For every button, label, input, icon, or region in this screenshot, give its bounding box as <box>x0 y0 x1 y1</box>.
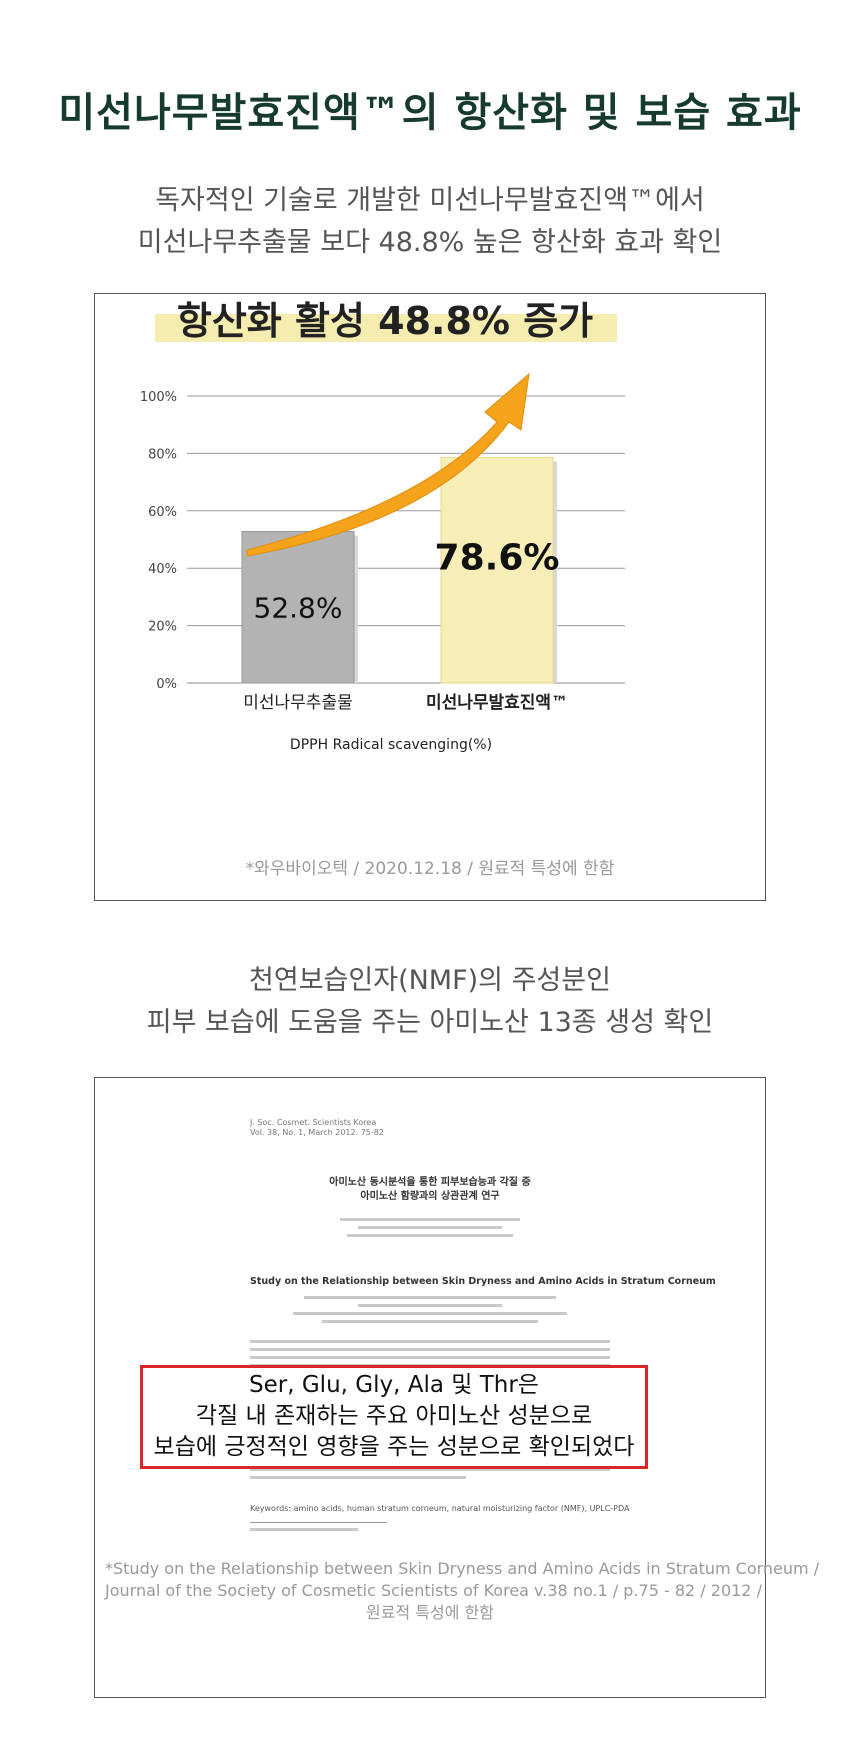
chart-source-note: *와우바이오텍 / 2020.12.18 / 원료적 특성에 한함 <box>245 859 615 879</box>
paper-source-note: *Study on the Relationship between Skin … <box>105 1558 820 1624</box>
y-tick-label: 0% <box>156 677 177 692</box>
y-tick-label: 20% <box>148 620 177 635</box>
y-tick-label: 40% <box>148 562 177 577</box>
callout-line1: Ser, Glu, Gly, Ala 및 Thr은 <box>249 1372 539 1398</box>
bar-2 <box>440 456 554 684</box>
section2-subtitle: 천연보습인자(NMF)의 주성분인 피부 보습에 도움을 주는 아미노산 13종… <box>0 960 860 1044</box>
paper-source-line1: *Study on the Relationship between Skin … <box>105 1559 820 1578</box>
paper-image: J. Soc. Cosmet. Scientists Korea Vol. 38… <box>250 1118 716 1538</box>
title-highlight <box>155 314 617 342</box>
paper-volume: Vol. 38, No. 1, March 2012. 75-82 <box>250 1128 384 1137</box>
x-axis-label: DPPH Radical scavenging(%) <box>290 737 492 753</box>
paper-source-line3: 원료적 특성에 한함 <box>366 1603 494 1622</box>
section1-subtitle-line1: 독자적인 기술로 개발한 미선나무발효진액™에서 <box>155 185 705 216</box>
y-tick-label: 80% <box>148 447 177 462</box>
y-tick-label: 100% <box>140 390 177 405</box>
section2-subtitle-line1: 천연보습인자(NMF)의 주성분인 <box>249 965 611 996</box>
paper-abstract-tail <box>250 1468 610 1484</box>
paper-author-block-en <box>250 1296 610 1328</box>
paper-footnote <box>250 1522 610 1536</box>
paper-korean-title: 아미노산 동시분석을 통한 피부보습능과 각질 중 아미노산 함량과의 상관관계… <box>250 1176 610 1204</box>
chart-panel: 항산화 활성 48.8% 증가 0% 20% 40% 60% 80% 100% 52.8% 미선… <box>94 293 766 901</box>
bar-1 <box>241 530 355 684</box>
chart-title: 항산화 활성 48.8% 증가 <box>177 299 593 343</box>
paper-panel: J. Soc. Cosmet. Scientists Korea Vol. 38… <box>94 1077 820 1698</box>
section1-subtitle: 독자적인 기술로 개발한 미선나무발효진액™에서 미선나무추출물 보다 48.8… <box>0 180 860 264</box>
callout-box: Ser, Glu, Gly, Ala 및 Thr은 각질 내 존재하는 주요 아… <box>140 1365 648 1469</box>
paper-keywords: Keywords: amino acids, human stratum cor… <box>250 1504 630 1513</box>
callout-line2: 각질 내 존재하는 주요 아미노산 성분으로 <box>195 1403 593 1429</box>
section2-subtitle-line2: 피부 보습에 도움을 주는 아미노산 13종 생성 확인 <box>146 1007 714 1038</box>
bar-value-label: 52.8% <box>254 591 343 624</box>
category-label: 미선나무추출물 <box>243 693 352 713</box>
page-title: 미선나무발효진액™의 항산화 및 보습 효과 <box>58 90 802 136</box>
increase-arrow <box>246 372 530 557</box>
paper-korean-title-line1: 아미노산 동시분석을 통한 피부보습능과 각질 중 <box>329 1177 531 1188</box>
paper-korean-title-line2: 아미노산 함량과의 상관관계 연구 <box>360 1191 500 1202</box>
callout-line3: 보습에 긍정적인 영향을 주는 성분으로 확인되었다 <box>153 1434 635 1460</box>
paper-source-line2: Journal of the Society of Cosmetic Scien… <box>105 1581 762 1600</box>
antioxidant-bar-chart: 항산화 활성 48.8% 증가 0% 20% 40% 60% 80% 100% 52.8% 미선… <box>140 299 625 753</box>
category-label: 미선나무발효진액™ <box>426 693 568 713</box>
section1-subtitle-line2: 미선나무추출물 보다 48.8% 높은 항산화 효과 확인 <box>137 227 723 258</box>
paper-english-title: Study on the Relationship between Skin D… <box>250 1276 716 1287</box>
y-tick-label: 60% <box>148 505 177 520</box>
bar-value-label: 78.6% <box>435 537 560 578</box>
paper-journal-header: J. Soc. Cosmet. Scientists Korea Vol. 38… <box>250 1118 384 1138</box>
paper-author-block <box>250 1218 610 1242</box>
paper-journal: J. Soc. Cosmet. Scientists Korea <box>250 1118 377 1127</box>
